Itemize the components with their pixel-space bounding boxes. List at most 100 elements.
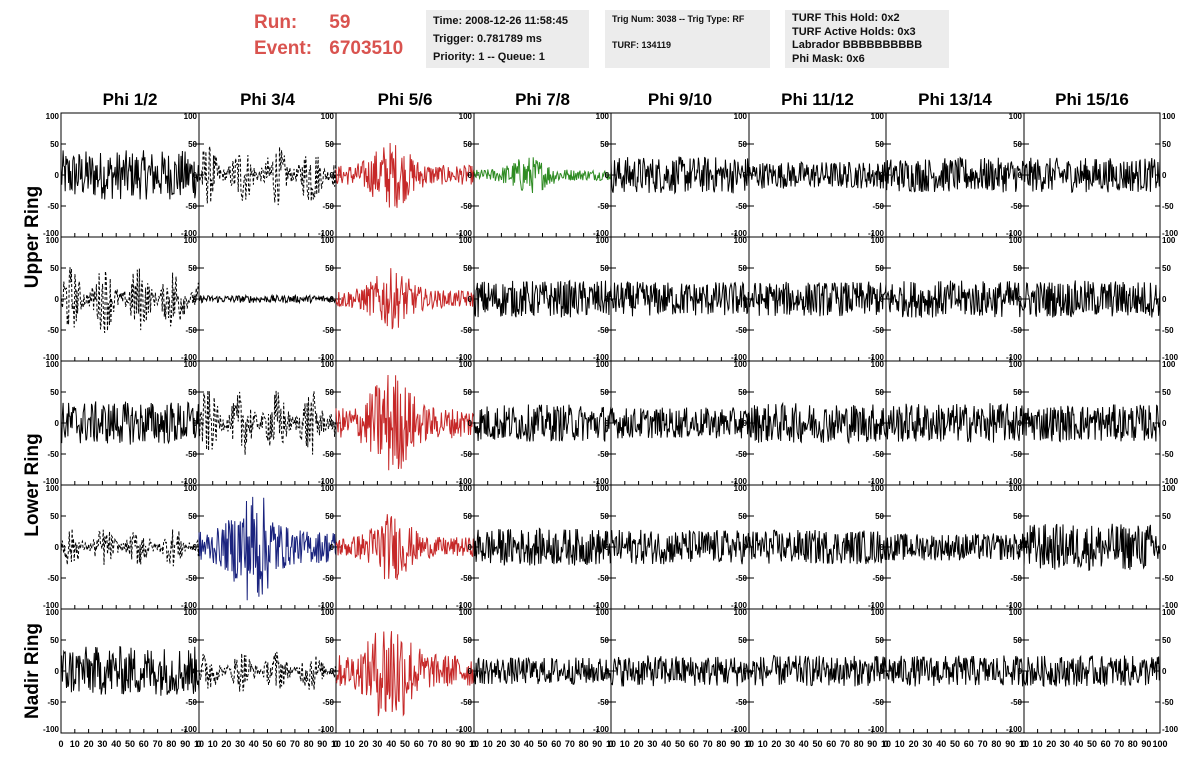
y-tick-label-right-r3-0: 100	[1162, 360, 1176, 369]
y-tick-label-r3-c1-4: -100	[43, 477, 60, 486]
y-tick-label-r4-c4-3: -50	[460, 574, 472, 583]
y-tick-label-r1-c4-3: -50	[460, 202, 472, 211]
x-tick-label-c3-4: 40	[386, 739, 396, 749]
y-tick-label-r1-c5-2: 0	[605, 171, 610, 180]
y-tick-label-r2-c5-1: 50	[600, 264, 609, 273]
y-tick-label-r1-c5-3: -50	[597, 202, 609, 211]
y-tick-label-r3-c4-3: -50	[460, 450, 472, 459]
x-tick-label-c5-9: 90	[730, 739, 740, 749]
waveform-r4-c4	[473, 527, 612, 566]
y-tick-label-r3-c3-3: -50	[322, 450, 334, 459]
y-tick-label-r4-c2-2: 0	[193, 543, 198, 552]
y-tick-label-r4-c8-0: 100	[1009, 484, 1023, 493]
x-tick-label-c7-9: 90	[1005, 739, 1015, 749]
y-tick-label-r2-c1-4: -100	[43, 353, 60, 362]
y-tick-label-r1-c2-2: 0	[193, 171, 198, 180]
y-tick-label-r5-c2-2: 0	[193, 667, 198, 676]
x-tick-label-c5-5: 50	[675, 739, 685, 749]
x-tick-label-c4-0: 0	[471, 739, 476, 749]
x-tick-label-c1-2: 20	[84, 739, 94, 749]
y-tick-label-r5-c5-0: 100	[596, 608, 610, 617]
y-tick-label-r2-c8-4: -100	[1006, 353, 1023, 362]
labrador-text: Labrador BBBBBBBBBB	[792, 39, 923, 51]
y-tick-label-r1-c2-1: 50	[188, 140, 197, 149]
y-tick-label-r2-c5-3: -50	[597, 326, 609, 335]
run-row: Run: 59	[254, 10, 403, 36]
y-tick-label-right-r5-0: 100	[1162, 608, 1176, 617]
y-tick-label-r4-c6-2: 0	[743, 543, 748, 552]
x-tick-label-c7-3: 30	[922, 739, 932, 749]
y-tick-label-r5-c4-2: 0	[468, 667, 473, 676]
y-tick-label-r4-c3-2: 0	[330, 543, 335, 552]
x-tick-label-c2-3: 30	[235, 739, 245, 749]
y-tick-label-r1-c3-4: -100	[318, 229, 335, 238]
y-tick-label-r1-c5-1: 50	[600, 140, 609, 149]
waveform-r1-c2	[198, 146, 337, 206]
y-tick-label-right-r5-3: -50	[1162, 698, 1174, 707]
column-header-5: Phi 9/10	[648, 90, 712, 109]
y-tick-label-r5-c5-4: -100	[593, 725, 610, 734]
y-tick-label-r4-c6-0: 100	[734, 484, 748, 493]
waveform-r3-c1	[60, 401, 200, 445]
y-tick-label-r5-c1-0: 100	[46, 608, 60, 617]
x-tick-label-c1-10: 10	[194, 739, 204, 749]
waveform-r2-c7	[885, 280, 1025, 318]
y-tick-label-r4-c2-0: 100	[184, 484, 198, 493]
x-tick-label-c3-3: 30	[372, 739, 382, 749]
y-tick-label-r3-c8-0: 100	[1009, 360, 1023, 369]
waveform-r3-c6	[748, 401, 887, 445]
x-tick-label-c3-1: 10	[345, 739, 355, 749]
y-tick-label-r2-c7-4: -100	[868, 353, 885, 362]
time-info-box: Time: 2008-12-26 11:58:45 Trigger: 0.781…	[426, 10, 589, 68]
y-tick-label-right-r2-4: -100	[1162, 353, 1179, 362]
x-tick-label-c2-1: 10	[208, 739, 218, 749]
x-tick-label-c5-2: 20	[634, 739, 644, 749]
y-tick-label-r5-c4-1: 50	[463, 636, 472, 645]
y-tick-label-r4-c1-1: 50	[50, 512, 59, 521]
x-tick-label-c2-7: 70	[290, 739, 300, 749]
y-tick-label-r1-c1-0: 100	[46, 112, 60, 121]
y-tick-label-r4-c8-2: 0	[1018, 543, 1023, 552]
trigger-text: Trigger: 0.781789 ms	[433, 33, 542, 45]
y-tick-label-r2-c6-1: 50	[738, 264, 747, 273]
y-tick-label-r1-c6-3: -50	[735, 202, 747, 211]
y-tick-label-r3-c4-2: 0	[468, 419, 473, 428]
y-tick-label-right-r5-1: 50	[1162, 636, 1171, 645]
y-tick-label-r3-c8-2: 0	[1018, 419, 1023, 428]
y-tick-label-right-r2-0: 100	[1162, 236, 1176, 245]
y-tick-label-r3-c2-0: 100	[184, 360, 198, 369]
y-tick-label-r1-c8-0: 100	[1009, 112, 1023, 121]
x-tick-label-c8-2: 20	[1046, 739, 1056, 749]
y-tick-label-r2-c1-3: -50	[47, 326, 59, 335]
x-tick-label-c8-3: 30	[1060, 739, 1070, 749]
column-header-7: Phi 13/14	[918, 90, 992, 109]
y-tick-label-r3-c7-0: 100	[871, 360, 885, 369]
y-tick-label-right-r1-2: 0	[1162, 171, 1167, 180]
column-header-4: Phi 7/8	[515, 90, 570, 109]
waveform-r3-c2	[198, 390, 337, 455]
y-tick-label-right-r2-3: -50	[1162, 326, 1174, 335]
y-tick-label-r3-c7-2: 0	[880, 419, 885, 428]
y-tick-label-r2-c4-1: 50	[463, 264, 472, 273]
y-tick-label-r4-c4-4: -100	[456, 601, 473, 610]
y-tick-label-r2-c7-2: 0	[880, 295, 885, 304]
x-tick-label-c2-0: 0	[196, 739, 201, 749]
y-tick-label-r1-c8-1: 50	[1013, 140, 1022, 149]
x-tick-label-c4-5: 50	[537, 739, 547, 749]
y-tick-label-r3-c6-4: -100	[731, 477, 748, 486]
y-tick-label-r5-c7-0: 100	[871, 608, 885, 617]
x-tick-label-c2-8: 80	[304, 739, 314, 749]
x-tick-label-c5-0: 0	[608, 739, 613, 749]
y-tick-label-r4-c5-2: 0	[605, 543, 610, 552]
y-tick-label-r3-c3-0: 100	[321, 360, 335, 369]
time-text: Time: 2008-12-26 11:58:45	[433, 15, 568, 27]
y-tick-label-r5-c7-1: 50	[875, 636, 884, 645]
y-tick-label-r4-c4-1: 50	[463, 512, 472, 521]
priority-text: Priority: 1 -- Queue: 1	[433, 51, 545, 63]
y-tick-label-r5-c6-4: -100	[731, 725, 748, 734]
run-value: 59	[329, 12, 351, 33]
y-tick-label-r1-c7-2: 0	[880, 171, 885, 180]
y-tick-label-r3-c1-1: 50	[50, 388, 59, 397]
y-tick-label-r5-c1-3: -50	[47, 698, 59, 707]
x-tick-label-c6-9: 90	[867, 739, 877, 749]
